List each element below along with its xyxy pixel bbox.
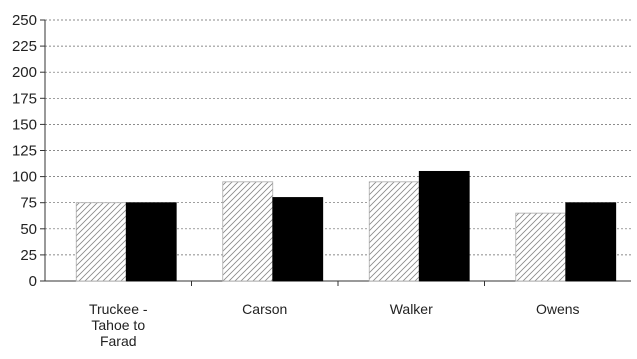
y-tick-label: 225: [12, 38, 37, 55]
bar-series-2: [272, 197, 324, 282]
x-category-label: Truckee -: [89, 301, 148, 317]
x-category-label: Farad: [100, 333, 137, 349]
bar-series-2: [565, 202, 617, 282]
bar-series-1: [515, 212, 567, 282]
y-tick-label: 175: [12, 90, 37, 107]
y-tick-label: 25: [20, 247, 37, 264]
x-category-label: Carson: [242, 301, 287, 317]
bar-series-1: [222, 181, 274, 282]
y-tick-label: 75: [20, 195, 37, 212]
y-tick-label: 150: [12, 116, 37, 133]
y-tick-label: 0: [29, 273, 37, 290]
y-tick-label: 50: [20, 221, 37, 238]
x-category-label: Owens: [536, 301, 580, 317]
y-tick-label: 100: [12, 169, 37, 186]
bar-series-1: [75, 202, 127, 282]
x-category-label: Tahoe to: [91, 317, 145, 333]
y-tick-label: 250: [12, 12, 37, 29]
bar-series-1: [368, 181, 420, 282]
bar-series-2: [125, 202, 177, 282]
bar-series-2: [418, 170, 470, 282]
x-category-label: Walker: [390, 301, 433, 317]
y-tick-label: 125: [12, 143, 37, 160]
y-tick-label: 200: [12, 64, 37, 81]
bars: [75, 170, 617, 282]
